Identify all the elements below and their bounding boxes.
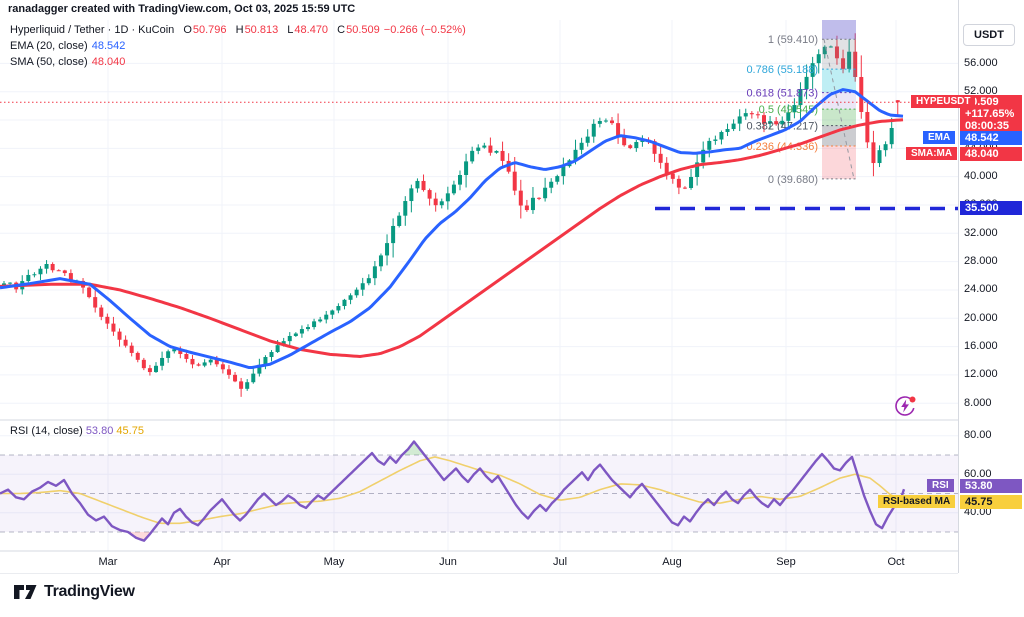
time-axis[interactable]: Mar Apr May Jun Jul Aug Sep Oct <box>0 552 958 573</box>
sma-value-badge[interactable]: 48.040 <box>960 147 1022 161</box>
change-value: −0.266 (−0.52%) <box>383 24 466 36</box>
attribution-text: ranadagger created with TradingView.com,… <box>8 3 356 15</box>
price-tick-label: 52.000 <box>964 85 998 98</box>
price-tick-label: 16.000 <box>964 340 998 353</box>
ohlc-high-value: 50.813 <box>244 24 279 36</box>
time-axis-label: Mar <box>98 556 118 568</box>
rsi-legend[interactable]: RSI (14, close) 53.80 45.75 <box>10 425 144 437</box>
price-tick-label: 28.000 <box>964 255 998 268</box>
ohlc-close-label: C <box>337 24 346 36</box>
support-price-badge[interactable]: 35.500 <box>960 200 1022 215</box>
ema-legend-value: 48.542 <box>91 40 126 52</box>
ema-legend-name[interactable]: EMA (20, close) <box>10 40 88 52</box>
ema-value-badge[interactable]: 48.542 <box>960 131 1022 145</box>
price-tick-label: 24.000 <box>964 283 998 296</box>
ohlc-open-label: O <box>183 24 192 36</box>
rsi-value-badge[interactable]: 53.80 <box>960 479 1022 494</box>
price-tick-label: 56.000 <box>964 56 998 69</box>
ohlc-low-label: L <box>287 24 294 36</box>
rsi-ma-line[interactable] <box>0 456 904 525</box>
rsi-tick-label: 40.00 <box>964 506 992 519</box>
rsi-ma-legend-value: 45.75 <box>116 425 144 437</box>
time-axis-label: Jun <box>439 556 457 568</box>
footer-brand[interactable]: TradingView <box>14 583 135 601</box>
price-tick-label: 20.000 <box>964 311 998 324</box>
price-tick-label: 8.000 <box>964 396 992 409</box>
symbol-legend-row[interactable]: Hyperliquid / Tether · 1D · KuCoin O50.7… <box>10 23 466 38</box>
tradingview-logo-icon <box>14 584 37 599</box>
rsi-tick-label: 60.00 <box>964 467 992 480</box>
rsi-band <box>0 455 958 532</box>
rsi-ma-marker[interactable]: RSI-based MA <box>878 494 956 508</box>
price-scale[interactable]: USDT 50.509 +117.65% 08:00:35 48.542 48.… <box>958 0 1024 573</box>
symbol-price-marker[interactable]: HYPEUSDT <box>911 95 976 109</box>
sma-legend-row[interactable]: SMA (50, close) 48.040 <box>10 55 466 70</box>
currency-button[interactable]: USDT <box>963 24 1015 46</box>
symbol-legend[interactable]: Hyperliquid / Tether · 1D · KuCoin O50.7… <box>10 23 466 71</box>
price-tick-label: 40.000 <box>964 170 998 183</box>
price-tick-label: 32.000 <box>964 226 998 239</box>
price-tick-label: 12.000 <box>964 368 998 381</box>
fib-level-label: 0.618 (51.873) <box>746 88 818 100</box>
rsi-overbought-fill <box>402 441 424 455</box>
ohlc-open-value: 50.796 <box>192 24 227 36</box>
fib-level-label: 0.786 (55.188) <box>746 64 818 76</box>
fib-level-label: 1 (59.410) <box>768 34 818 46</box>
rsi-line[interactable] <box>0 440 906 542</box>
change-percent: +117.65% <box>965 108 1015 121</box>
sma-line[interactable] <box>0 118 904 358</box>
chart-canvas[interactable]: 1 (59.410) 0.786 (55.188) 0.618 (51.873) 0.… <box>0 0 958 576</box>
time-axis-label: May <box>323 556 345 568</box>
brand-text: TradingView <box>44 583 135 600</box>
fib-level-label: 0.5 (49.545) <box>759 104 818 116</box>
attribution-bar: ranadagger created with TradingView.com,… <box>8 3 355 15</box>
last-price-badge[interactable]: 50.509 +117.65% 08:00:35 <box>960 95 1022 139</box>
sma-marker[interactable]: SMA:MA <box>906 147 958 160</box>
time-axis-label: Jul <box>552 556 568 568</box>
rsi-legend-value: 53.80 <box>85 425 114 437</box>
fib-level-label: 0.382 (47.217) <box>746 121 818 133</box>
ohlc-low-value: 48.470 <box>294 24 329 36</box>
fib-retracement[interactable]: 1 (59.410) 0.786 (55.188) 0.618 (51.873) 0.… <box>746 20 856 186</box>
bar-countdown: 08:00:35 <box>965 120 1010 133</box>
sma-legend-value: 48.040 <box>91 56 126 68</box>
ema-line[interactable] <box>0 88 904 370</box>
ohlc-close-value: 50.509 <box>346 24 380 36</box>
flash-boost-icon[interactable] <box>894 394 918 418</box>
time-axis-label: Apr <box>213 556 231 568</box>
time-axis-label: Oct <box>887 556 905 568</box>
rsi-legend-name[interactable]: RSI (14, close) <box>10 425 83 437</box>
rsi-tick-label: 80.00 <box>964 429 992 442</box>
time-axis-label: Aug <box>662 556 682 568</box>
ema-legend-row[interactable]: EMA (20, close) 48.542 <box>10 39 466 54</box>
ohlc-high-label: H <box>235 24 244 36</box>
rsi-marker[interactable]: RSI <box>927 479 954 493</box>
time-axis-label: Sep <box>776 556 796 568</box>
fib-level-label: 0 (39.680) <box>768 174 818 186</box>
rsi-ma-value-badge[interactable]: 45.75 <box>960 494 1022 509</box>
ema-marker[interactable]: EMA <box>923 131 956 144</box>
symbol-title[interactable]: Hyperliquid / Tether · 1D · KuCoin <box>10 24 175 36</box>
sma-legend-name[interactable]: SMA (50, close) <box>10 56 88 68</box>
